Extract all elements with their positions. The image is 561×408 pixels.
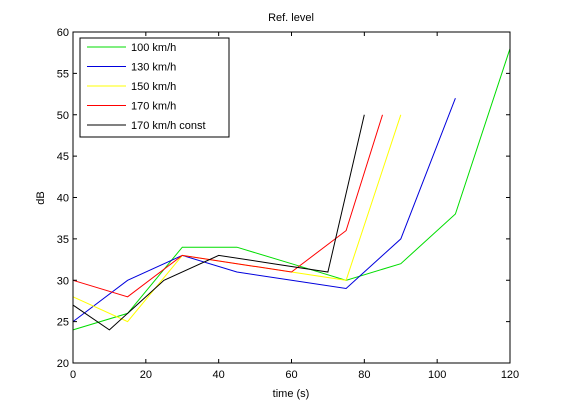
legend-box <box>79 37 230 138</box>
y-tick-label: 30 <box>57 275 69 287</box>
y-axis-label: dB <box>35 191 47 204</box>
series-line-4 <box>72 114 365 331</box>
series-line-3 <box>72 114 383 298</box>
y-tick-label: 55 <box>57 68 69 80</box>
y-tick-label: 35 <box>57 234 69 246</box>
chart-title: Ref. level <box>268 12 314 24</box>
y-tick-label: 60 <box>57 27 69 39</box>
plot-frame <box>72 31 511 364</box>
series-line-1 <box>72 98 456 322</box>
y-tick-label: 25 <box>57 317 69 329</box>
x-tick-label: 80 <box>358 369 370 381</box>
legend: 100 km/h 130 km/h 150 km/h 170 km/h 170 km/h… <box>79 37 230 138</box>
y-tick-label: 40 <box>57 193 69 205</box>
x-tick-label: 20 <box>140 369 152 381</box>
x-tick-label: 60 <box>285 369 297 381</box>
x-tick-label: 120 <box>501 369 519 381</box>
series-line-0 <box>72 48 511 331</box>
y-tick-label: 20 <box>57 358 69 370</box>
y-tick-label: 45 <box>57 151 69 163</box>
legend-label-3: 170 km/h <box>131 101 176 113</box>
x-tick-label: 40 <box>213 369 225 381</box>
x-axis-label: time (s) <box>273 388 310 400</box>
legend-label-1: 130 km/h <box>131 62 176 74</box>
x-tick-label: 100 <box>428 369 446 381</box>
legend-label-4: 170 km/h const <box>131 120 206 132</box>
legend-label-2: 150 km/h <box>131 81 176 93</box>
series-layer <box>72 48 511 331</box>
x-tick-label: 0 <box>70 369 76 381</box>
y-tick-label: 50 <box>57 110 69 122</box>
legend-label-0: 100 km/h <box>131 42 176 54</box>
